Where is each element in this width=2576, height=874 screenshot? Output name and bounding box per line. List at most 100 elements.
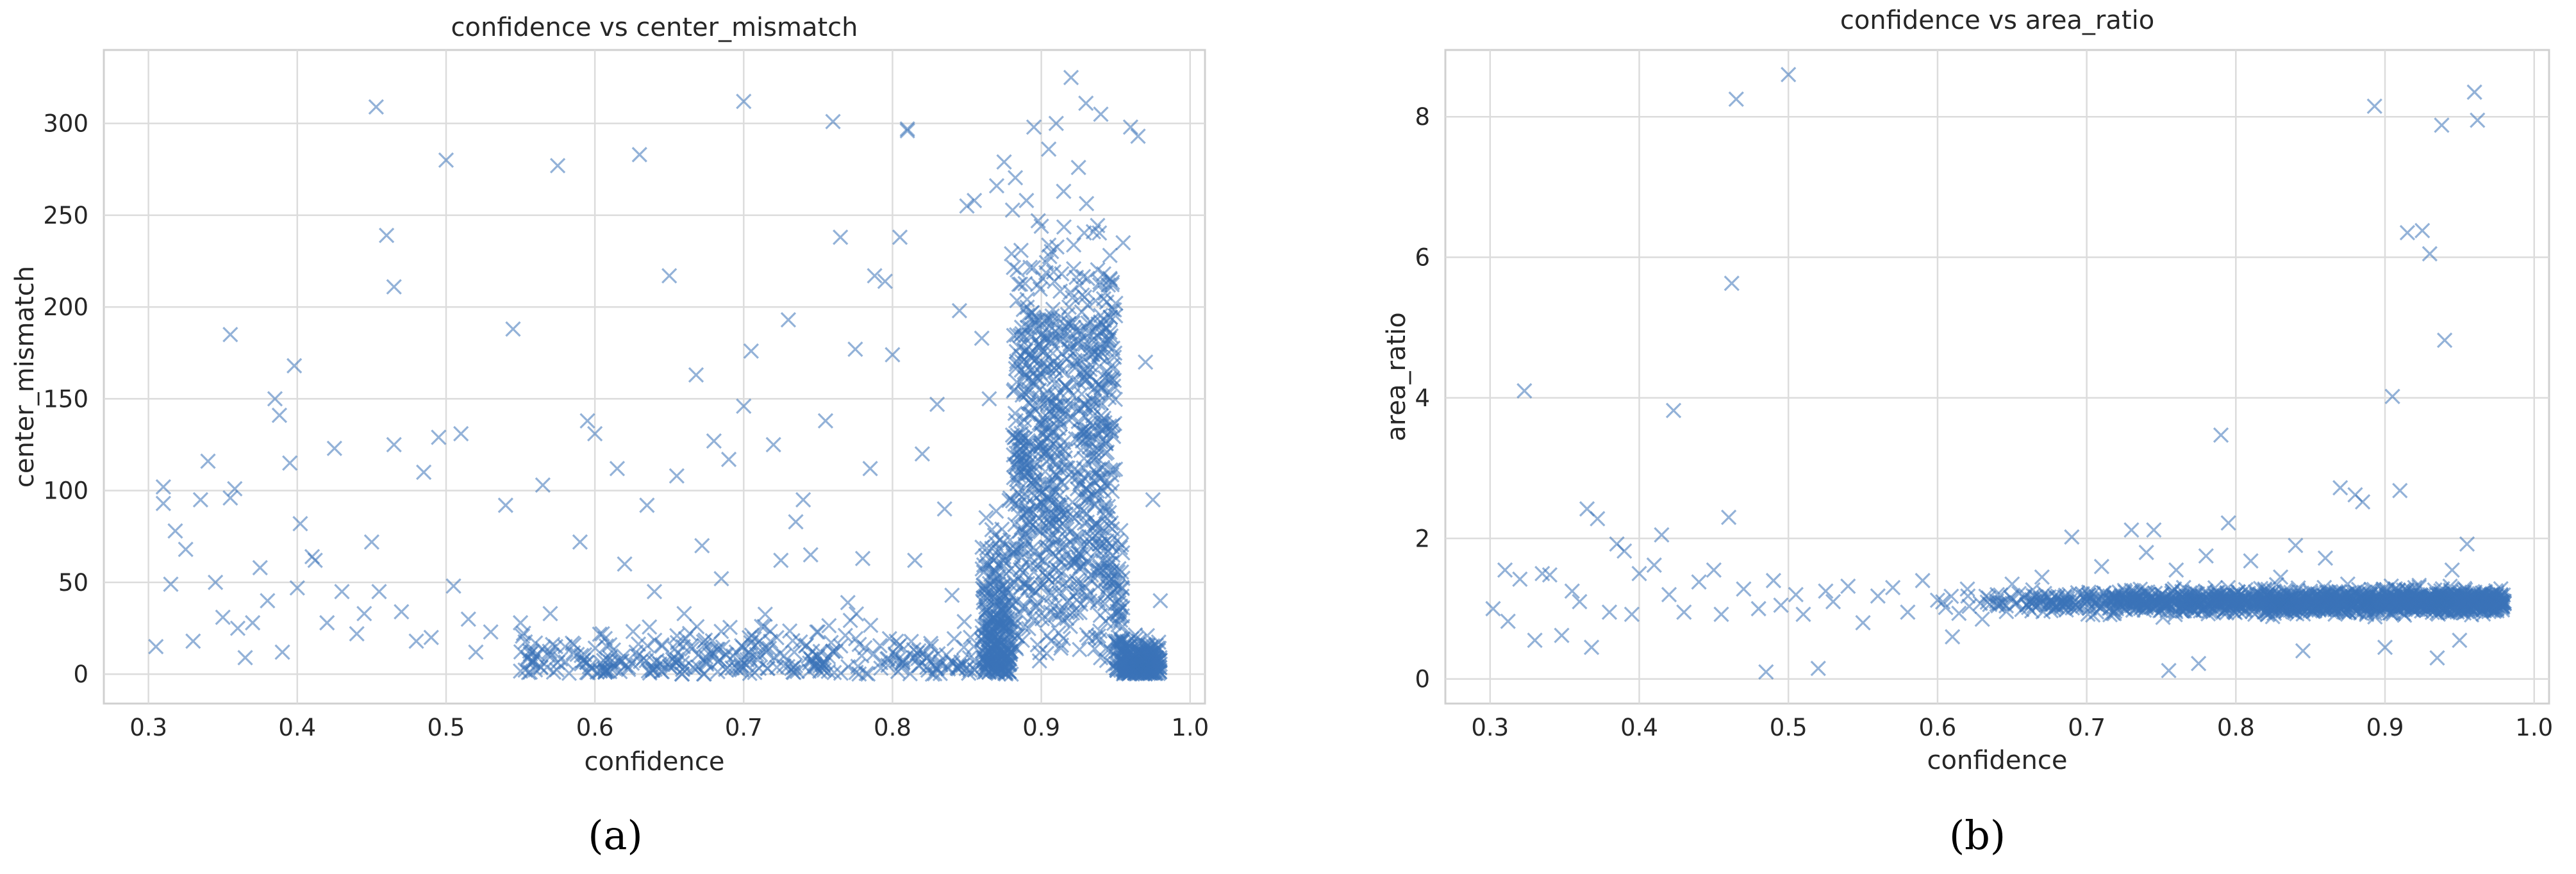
scatter-point [1724,275,1740,292]
cloud-marker [976,664,992,680]
scatter-point [1070,160,1086,176]
cloud-marker [1068,359,1084,375]
scatter-point [817,413,834,429]
scatter-point [2295,643,2311,659]
scatter-point [215,609,231,625]
cloud-marker [1053,640,1069,656]
cloud-marker [1972,595,1988,611]
scatter-point [1758,664,1774,680]
cloud-marker [1064,470,1080,486]
scatter-point [967,192,983,209]
cloud-marker [2375,599,2391,615]
scatter-point [155,495,171,511]
scatter-point [319,614,335,631]
scatter-point [944,587,960,604]
cloud-marker [2090,598,2106,614]
cloud-marker [1120,663,1136,679]
cloud-marker [597,664,613,680]
cloud-marker [1069,481,1086,497]
scatter-point [497,497,513,513]
scatter-point [1056,183,1072,199]
cloud-marker [1093,650,1109,666]
cloud-marker [1057,575,1073,591]
scatter-point [981,391,997,407]
cloud-marker [1076,431,1092,447]
scatter-point [914,446,931,462]
x-tick-label: 0.8 [874,714,911,741]
cloud-marker [1101,535,1117,551]
scatter-point [200,453,216,469]
scatter-point [1810,661,1826,677]
scatter-point [363,534,380,550]
cloud-marker [1065,290,1081,306]
cloud-marker [1114,579,1130,595]
scatter-point [1624,606,1640,622]
scatter-point [2444,562,2460,578]
cloud-marker [1076,268,1092,284]
cloud-marker [2398,598,2414,614]
scatter-point [825,113,841,129]
scatter-point [2243,553,2259,569]
x-tick-label: 0.5 [1770,714,1807,741]
cloud-marker [1076,515,1093,531]
scatter-point [773,552,789,568]
cloud-marker [2254,588,2270,604]
cloud-marker [1022,260,1038,276]
cloud-marker [842,613,858,629]
cloud-marker [807,657,823,673]
scatter-point [2123,522,2140,538]
scatter-point [1063,69,1079,86]
cloud-marker [1045,301,1061,317]
scatter-point [728,644,744,660]
cloud-marker [2331,594,2347,611]
cloud-marker [2165,583,2181,599]
cloud-marker [887,646,903,662]
cloud-marker [704,632,720,649]
scatter-point [1108,295,1124,311]
y-tick-label: 300 [43,110,88,138]
cloud-marker [1019,575,1036,591]
scatter-point [713,571,729,587]
x-tick-label: 0.5 [428,714,465,741]
cloud-marker [821,618,837,634]
cloud-marker [2271,587,2288,603]
x-axis-label-b: confidence [1927,746,2068,775]
cloud-marker [1114,632,1131,648]
scatter-point [287,358,303,374]
y-tick-label: 0 [1415,666,1430,693]
scatter-point [1041,141,1057,157]
cloud-marker [1101,418,1118,434]
cloud-marker [2116,601,2132,617]
cloud-marker [1057,450,1073,466]
cloud-marker [909,645,925,661]
scatter-point [155,479,171,495]
scatter-point [2161,663,2177,679]
cloud-marker [1034,611,1051,627]
cloud-marker [1104,467,1120,483]
scatter-point [688,367,704,383]
cloud-marker [1035,368,1051,385]
cloud-marker [1007,170,1024,186]
cloud-marker [699,656,715,672]
scatter-point [1512,571,1528,588]
cloud-marker [998,566,1015,582]
cloud-marker [1043,507,1059,524]
cloud-marker [1020,620,1036,637]
scatter-point [959,198,975,214]
scatter-point [1974,611,1990,627]
cloud-marker [1043,585,1059,601]
cloud-marker [784,661,800,677]
cloud-marker [1038,424,1054,440]
scatter-point [1100,277,1117,293]
cloud-marker [1104,483,1120,500]
scatter-point [1601,604,1618,620]
cloud-marker [1013,425,1029,441]
x-ticks-b: 0.3 0.4 0.5 0.6 0.7 0.8 0.9 1.0 [1471,714,2553,741]
cloud-marker [1073,490,1090,506]
cloud-marker [1055,631,1072,647]
cloud-marker [1010,506,1026,522]
cloud-marker [2494,595,2510,611]
cloud-marker [1059,594,1076,610]
scatter-point [1855,614,1871,631]
cloud-marker [1052,567,1068,583]
